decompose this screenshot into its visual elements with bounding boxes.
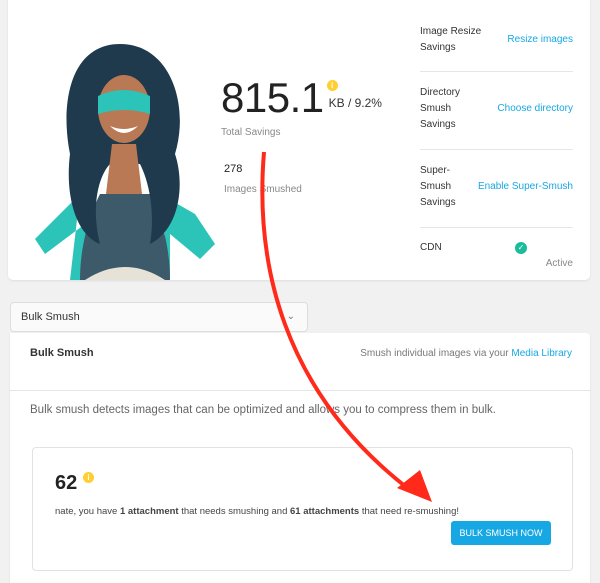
divider [420,149,573,150]
total-savings-row: 815.1 i KB / 9.2% [221,74,382,122]
cdn-row: CDN ✓ Active [420,240,573,269]
total-savings-value: 815.1 [221,74,324,121]
info-icon[interactable]: i [83,472,94,483]
directory-smush-row: Directory Smush Savings Choose directory [420,87,573,130]
divider [10,390,590,391]
bulk-smush-now-button[interactable]: BULK SMUSH NOW [451,521,551,545]
bulk-message: nate, you have 1 attachment that needs s… [55,506,459,517]
total-savings-unit: KB / 9.2% [328,96,382,110]
media-library-link[interactable]: Media Library [511,348,572,359]
resize-images-link[interactable]: Resize images [507,34,573,45]
cdn-status: Active [545,258,573,269]
mascot-illustration [35,44,215,280]
total-savings-label: Total Savings [221,127,281,138]
super-smush-row: Super-Smush Savings Enable Super-Smush [420,165,573,208]
divider [420,71,573,72]
bulk-description: Bulk smush detects images that can be op… [30,404,496,416]
section-dropdown[interactable]: Bulk Smush ⌄ [10,302,308,332]
bulk-smush-card: Bulk Smush Smush individual images via y… [10,333,590,583]
divider [420,227,573,228]
media-library-hint: Smush individual images via your Media L… [360,348,572,359]
image-resize-row: Image Resize Savings Resize images [420,26,573,53]
bulk-smush-title: Bulk Smush [30,347,94,359]
enable-super-smush-link[interactable]: Enable Super-Smush [477,181,573,192]
choose-directory-link[interactable]: Choose directory [497,103,573,114]
images-smushed-count: 278 [224,163,243,175]
chevron-down-icon: ⌄ [286,311,295,322]
check-icon: ✓ [515,242,527,254]
images-smushed-label: Images Smushed [224,184,302,195]
summary-card: 815.1 i KB / 9.2% Total Savings 278 Imag… [8,0,590,280]
info-icon[interactable]: i [326,80,338,91]
remaining-count: 62 [55,472,78,494]
bulk-status-box: 62 i nate, you have 1 attachment that ne… [32,447,573,571]
